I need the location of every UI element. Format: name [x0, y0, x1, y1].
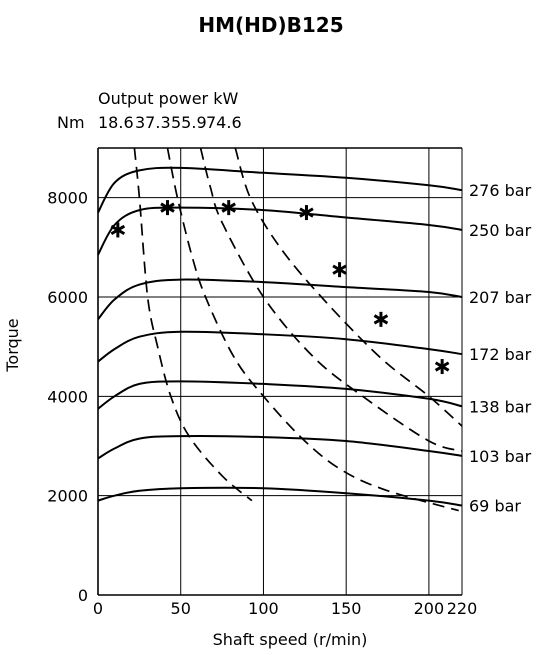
y-tick-label: 4000 — [47, 387, 88, 406]
marker — [221, 200, 236, 216]
top-axis-label: Output power kW — [98, 89, 238, 108]
pressure-curve — [97, 166, 463, 214]
pressure-curve — [97, 330, 463, 363]
x-tick-label: 0 — [93, 599, 103, 618]
power-curve — [199, 147, 463, 452]
x-axis-label: Shaft speed (r/min) — [213, 630, 368, 649]
chart-title: HM(HD)B125 — [198, 13, 343, 37]
top-axis-tick-label: 55.9 — [171, 113, 207, 132]
marker — [299, 205, 314, 221]
x-tick-label: 220 — [447, 599, 478, 618]
top-axis-tick-labels: 18.6 37.3 55.9 74.6 — [98, 113, 242, 132]
top-axis-tick-label: 37.3 — [135, 113, 171, 132]
y-tick-label: 0 — [78, 586, 88, 605]
y-tick-label: 8000 — [47, 189, 88, 208]
pressure-curve — [97, 380, 463, 410]
pressure-label: 276 bar — [469, 181, 532, 200]
y-tick-label: 6000 — [47, 288, 88, 307]
power-curves — [133, 147, 463, 512]
markers — [110, 200, 450, 375]
x-tick-label: 200 — [414, 599, 445, 618]
x-tick-label: 150 — [331, 599, 362, 618]
power-curve — [166, 147, 459, 512]
power-curve — [234, 147, 463, 427]
pressure-label: 103 bar — [469, 447, 532, 466]
pressure-curve — [97, 486, 463, 507]
marker — [110, 222, 126, 238]
pressure-labels: 276 bar 250 bar 207 bar 172 bar 138 bar 103 b… — [469, 181, 532, 515]
y-axis-tick-labels: 0 2000 4000 6000 8000 — [47, 189, 88, 605]
pressure-label: 69 bar — [469, 497, 521, 516]
top-axis-unit-label: Nm — [57, 113, 85, 132]
pressure-label: 250 bar — [469, 221, 532, 240]
top-axis-tick-label: 74.6 — [206, 113, 242, 132]
pressure-curve — [97, 435, 463, 460]
pressure-label: 172 bar — [469, 345, 532, 364]
marker — [332, 262, 347, 278]
power-curve — [133, 147, 253, 502]
marker — [373, 311, 389, 327]
marker — [160, 200, 175, 216]
x-tick-label: 50 — [171, 599, 191, 618]
grid — [97, 147, 463, 596]
top-axis-tick-label: 18.6 — [98, 113, 134, 132]
x-tick-label: 100 — [248, 599, 279, 618]
y-axis-label: Torque — [3, 318, 22, 372]
marker — [434, 359, 450, 375]
pressure-curve — [97, 278, 463, 320]
y-tick-label: 2000 — [47, 487, 88, 506]
x-axis-tick-labels: 0 50 100 150 200 220 — [93, 599, 477, 618]
pressure-label: 207 bar — [469, 288, 532, 307]
pressure-label: 138 bar — [469, 397, 532, 416]
pressure-curves — [97, 166, 463, 507]
pressure-curve — [97, 206, 463, 256]
